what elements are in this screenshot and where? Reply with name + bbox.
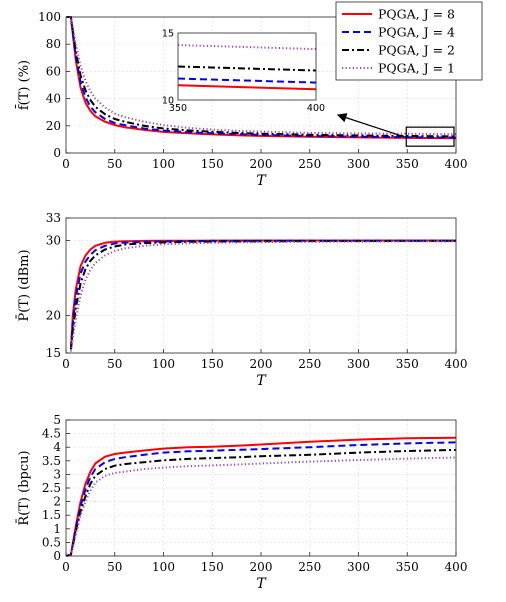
zoom-region-box	[405, 126, 455, 147]
axes-frame	[65, 419, 457, 557]
y-tick-label: 4.5	[42, 427, 61, 441]
y-tick-label: 60	[46, 64, 61, 78]
inset-y-tick-label: 10	[162, 96, 174, 107]
y-tick-label: 3	[53, 467, 61, 481]
y-tick-label: 2	[53, 495, 61, 509]
inset-chart: 350 400 10 15	[162, 29, 325, 115]
y-axis-label: P̄(T) (dBm)	[16, 249, 32, 321]
y-tick-label: 1.5	[42, 508, 61, 522]
y-tick-label: 2.5	[42, 481, 61, 495]
inset-x-tick-label: 350	[169, 103, 187, 114]
y-tick-label: 100	[38, 10, 61, 24]
chart-rate-vs-T: 0 50 100 150 200 250 300 350 400 00.511.522.533.5…	[16, 413, 468, 592]
legend-entry: PQGA, J = 2	[378, 43, 455, 58]
y-tick-label: 4	[53, 440, 61, 454]
y-tick-label: 20	[46, 309, 61, 323]
y-tick-label: 0	[53, 146, 61, 160]
x-tick-label: 50	[107, 157, 122, 171]
series-line-3	[69, 239, 456, 350]
series-line-1	[66, 436, 456, 557]
y-axis-label: R̄(T) (bpcu)	[16, 450, 32, 525]
series-group	[66, 436, 456, 557]
y-tick-label: 80	[46, 37, 61, 51]
y-tick-label: 33	[46, 211, 61, 225]
series-group	[66, 16, 456, 140]
axes-frame	[65, 217, 457, 354]
x-tick-label: 150	[201, 560, 224, 574]
x-tick-label: 300	[347, 560, 370, 574]
x-tick-label: 250	[298, 357, 321, 371]
x-tick-label: 0	[62, 357, 70, 371]
x-tick-label: 0	[62, 157, 70, 171]
series-group	[69, 239, 456, 352]
x-tick-label: 0	[62, 560, 70, 574]
legend-entry: PQGA, J = 1	[378, 61, 455, 76]
y-tick-label: 5	[53, 413, 61, 427]
y-tick-label: 30	[46, 234, 61, 248]
y-tick-label: 0.5	[42, 535, 61, 549]
series-line-2	[66, 16, 456, 139]
inset-series-line-3	[178, 65, 316, 72]
x-tick-label: 350	[396, 357, 419, 371]
x-tick-label: 150	[201, 357, 224, 371]
y-tick-label: 15	[46, 346, 61, 360]
series-line-4	[66, 456, 456, 557]
axes-frame	[65, 16, 457, 154]
series-line-3	[66, 16, 456, 138]
x-tick-label: 100	[152, 157, 175, 171]
x-tick-label: 350	[396, 157, 419, 171]
x-tick-label: 300	[347, 157, 370, 171]
inset-series-line-2	[178, 77, 316, 84]
inset-series-line-1	[178, 84, 316, 91]
x-tick-label: 400	[445, 157, 468, 171]
x-axis-label: T	[256, 173, 267, 189]
legend: PQGA, J = 8 PQGA, J = 4 PQGA, J = 2 PQGA, J…	[335, 1, 483, 81]
x-tick-label: 50	[107, 560, 122, 574]
x-tick-label: 150	[201, 157, 224, 171]
legend-entry: PQGA, J = 4	[378, 25, 455, 40]
x-tick-label: 250	[298, 157, 321, 171]
x-tick-label: 100	[152, 357, 175, 371]
x-tick-label: 300	[347, 357, 370, 371]
x-tick-label: 200	[250, 560, 273, 574]
zoom-arrow	[336, 113, 406, 138]
y-tick-label: 40	[46, 92, 61, 106]
y-tick-label: 1	[53, 522, 61, 536]
y-axis-label: f̄(T) (%)	[15, 60, 32, 110]
x-tick-label: 400	[445, 560, 468, 574]
inset-series-line-4	[178, 44, 316, 51]
x-tick-label: 100	[152, 560, 175, 574]
inset-y-tick-label: 15	[162, 29, 174, 40]
inset-frame	[177, 32, 317, 101]
x-tick-label: 200	[250, 157, 273, 171]
inset-x-tick-label: 400	[307, 103, 325, 114]
y-tick-label: 20	[46, 119, 61, 133]
x-axis-label: T	[256, 576, 267, 592]
legend-entry: PQGA, J = 8	[378, 7, 455, 22]
x-tick-label: 350	[396, 560, 419, 574]
y-tick-label: 3.5	[42, 454, 61, 468]
x-tick-label: 400	[445, 357, 468, 371]
x-tick-label: 50	[107, 357, 122, 371]
x-tick-label: 200	[250, 357, 273, 371]
y-tick-label: 0	[53, 549, 61, 563]
x-tick-label: 250	[298, 560, 321, 574]
chart-power-vs-T: 0 50 100 150 200 250 300 350 400 15 20 30 33 T P̄(T) (…	[16, 211, 468, 389]
series-line-2	[66, 441, 456, 557]
x-axis-label: T	[256, 373, 267, 389]
